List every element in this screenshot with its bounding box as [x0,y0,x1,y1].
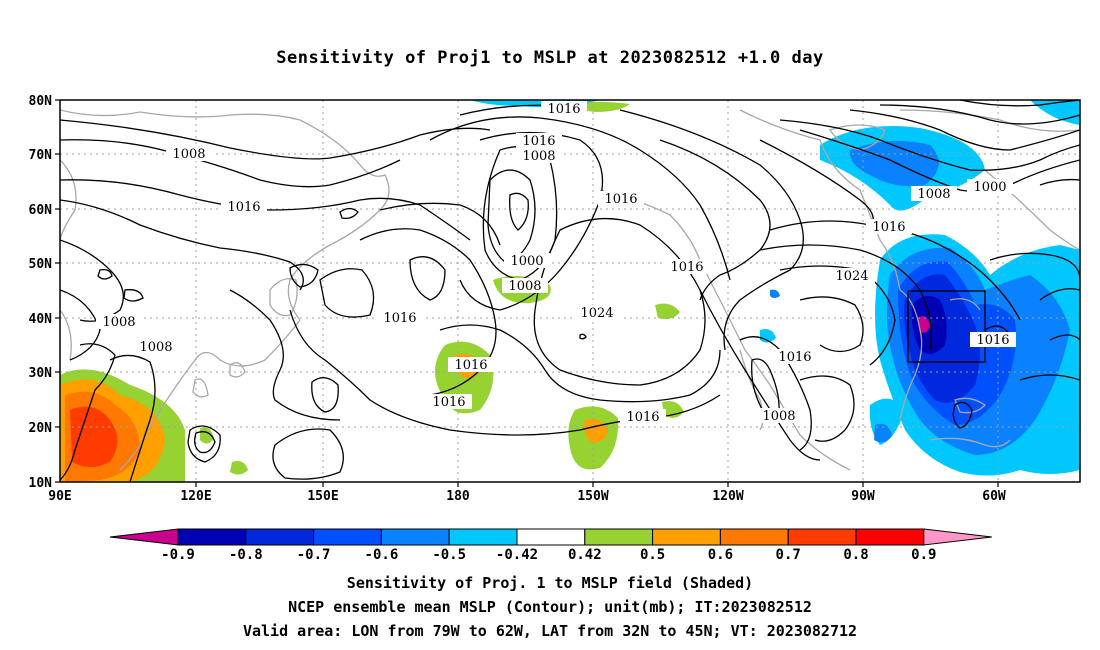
colorbar-arrow-high [923,528,992,546]
colorbar: -0.9 -0.8 -0.7 -0.6 -0.5 -0.42 0.42 0.5 0.6 0.7 0.… [109,528,992,563]
lon-label: 180 [446,489,470,504]
contour-label: 1016 [872,220,905,235]
colorbar-label: 0.42 [568,547,602,563]
colorbar-label: -0.8 [229,547,263,563]
contour-label: 1008 [139,340,172,355]
map-title: Sensitivity of Proj1 to MSLP at 20230825… [276,48,824,68]
colorbar-segment [177,528,247,546]
contour-label: 1024 [580,306,613,321]
contour-label: 1008 [102,315,135,330]
lon-label: 120E [180,489,211,504]
caption-line-3: Valid area: LON from 79W to 62W, LAT fro… [242,622,858,640]
lon-label: 90E [48,489,71,504]
colorbar-segment [719,528,789,546]
contour-label: 1016 [626,410,659,425]
colorbar-segment [652,528,721,546]
lon-label: 150W [577,489,608,504]
colorbar-arrow-low [109,528,179,546]
colorbar-segment [245,528,315,546]
valid-area-box [907,290,986,363]
colorbar-segment [448,528,518,546]
colorbar-segment [787,528,857,546]
contour-label: 1016 [976,333,1009,348]
contour-label: 1016 [547,102,580,117]
lat-label: 50N [29,257,53,272]
colorbar-label: 0.8 [843,547,868,563]
map-frame [59,99,1081,483]
contour-label: 1016 [604,192,637,207]
contour-label: 1024 [835,269,868,284]
contour-label: 1008 [522,149,555,164]
contour-label: 1016 [778,350,811,365]
colorbar-label: -0.9 [161,547,195,563]
colorbar-label: -0.7 [297,547,331,563]
colorbar-segment [855,528,925,546]
colorbar-label: 0.5 [640,547,665,563]
contour-label: 1000 [973,180,1006,195]
caption-line-1: Sensitivity of Proj. 1 to MSLP field (Sh… [346,574,754,592]
colorbar-label: -0.6 [365,547,399,563]
contour-label: 1000 [510,254,543,269]
lat-label: 10N [29,476,53,491]
contour-label: 1008 [762,409,795,424]
colorbar-segment [313,528,382,546]
latitude-labels: 80N 70N 60N 50N 40N 30N 20N 10N [29,94,53,491]
lon-label: 120W [712,489,743,504]
lat-label: 70N [29,148,53,163]
contour-label: 1016 [383,311,416,326]
negative-sensitivity-shading [470,100,1080,476]
colorbar-segment [380,528,450,546]
contour-label: 1008 [917,187,950,202]
lat-label: 30N [29,366,53,381]
contour-label: 1016 [522,134,555,149]
colorbar-label: 0.9 [911,547,936,563]
caption-line-2: NCEP ensemble mean MSLP (Contour); unit(… [288,598,812,616]
contour-label: 1016 [227,200,260,215]
axis-ticks [55,99,999,487]
colorbar-label: 0.6 [708,547,733,563]
lat-label: 20N [29,421,53,436]
colorbar-segment [516,528,586,546]
colorbar-label: 0.7 [776,547,801,563]
longitude-labels: 90E 120E 150E 180 150W 120W 90W 60W [48,489,1006,504]
contour-label: 1008 [172,147,205,162]
colorbar-label: -0.42 [496,547,538,563]
contour-label: 1016 [670,260,703,275]
lat-label: 40N [29,312,53,327]
colorbar-segment [584,528,654,546]
contour-label: 1008 [508,279,541,294]
contour-label: 1016 [432,395,465,410]
contour-label: 1016 [454,358,487,373]
contour-labels: 1016 1016 1008 1008 1016 1016 1000 1008 … [96,101,1016,425]
lat-label: 60N [29,203,53,218]
lon-label: 90W [851,489,875,504]
positive-sensitivity-shading [60,101,684,482]
lat-label: 80N [29,94,53,109]
lon-label: 60W [982,489,1006,504]
colorbar-label: -0.5 [432,547,466,563]
lon-label: 150E [307,489,338,504]
